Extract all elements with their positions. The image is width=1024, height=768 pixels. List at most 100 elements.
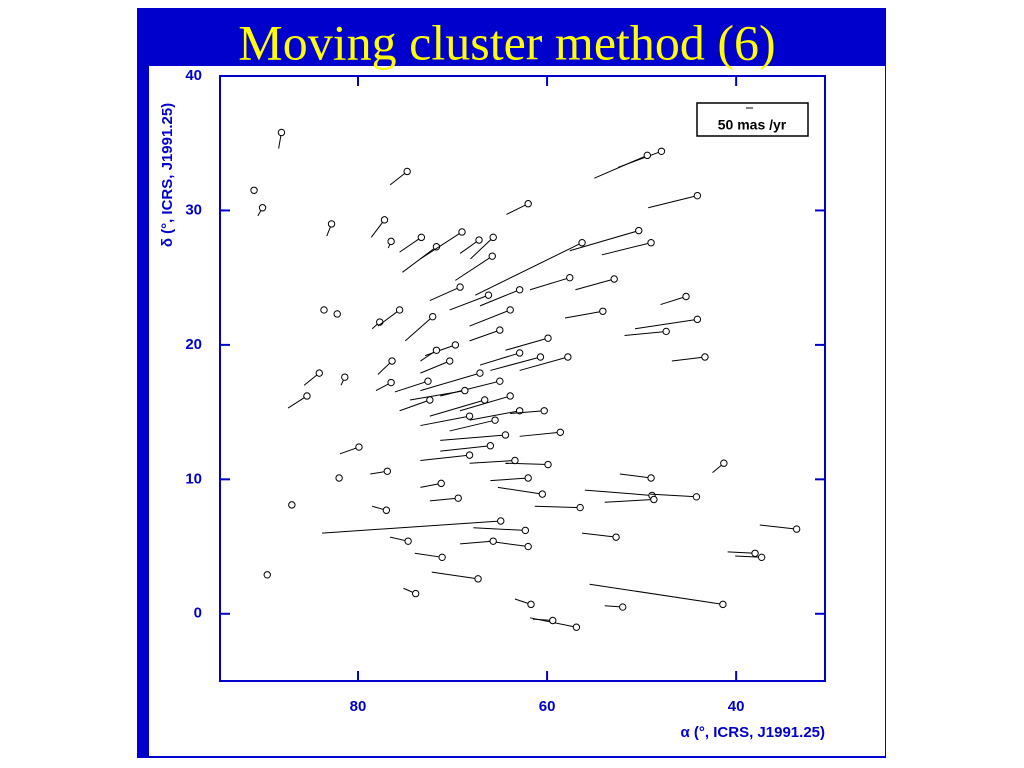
motion-vector	[505, 462, 549, 466]
motion-vector	[424, 344, 456, 357]
motion-vector	[459, 239, 480, 254]
motion-vector	[287, 395, 308, 409]
motion-vector	[650, 493, 697, 498]
star	[303, 392, 311, 400]
star	[693, 315, 702, 324]
star	[465, 412, 474, 420]
star	[566, 273, 574, 282]
star	[476, 369, 484, 377]
motion-vector	[431, 571, 479, 580]
star	[599, 307, 607, 315]
motion-vector	[529, 277, 570, 291]
star	[650, 495, 658, 504]
motion-vector	[469, 410, 520, 421]
motion-vector	[624, 330, 667, 336]
motion-vector	[589, 583, 723, 605]
star	[250, 186, 258, 194]
y-tick-label: 20	[185, 336, 202, 353]
star	[527, 600, 535, 609]
star	[432, 346, 441, 354]
motion-vector	[420, 360, 450, 374]
star	[277, 128, 286, 137]
star	[465, 451, 474, 459]
star	[333, 310, 341, 318]
motion-vector	[469, 329, 500, 342]
motion-vector	[399, 236, 422, 253]
star	[635, 226, 643, 235]
star	[437, 479, 445, 488]
x-axis-label: α (°, ICRS, J1991.25)	[681, 724, 825, 741]
x-tick-label: 60	[539, 698, 556, 715]
motion-vector	[759, 524, 797, 530]
star	[327, 220, 336, 228]
star	[480, 396, 489, 404]
motion-vector	[449, 419, 496, 432]
motion-vector	[671, 356, 706, 362]
star	[446, 357, 454, 365]
motion-vector	[402, 246, 437, 273]
motion-vector	[475, 242, 583, 296]
star	[544, 460, 552, 469]
y-tick-label: 30	[185, 201, 202, 218]
star	[387, 378, 395, 387]
motion-vector	[409, 390, 465, 401]
star	[438, 553, 446, 562]
star	[489, 537, 497, 545]
star	[564, 353, 572, 361]
star	[403, 167, 411, 176]
star	[288, 501, 296, 509]
star	[619, 603, 627, 611]
motion-vector	[440, 434, 506, 441]
motion-vector	[479, 352, 520, 366]
star	[647, 474, 655, 482]
star	[456, 283, 464, 291]
star	[424, 377, 432, 385]
star	[411, 589, 420, 598]
star	[335, 474, 343, 482]
motion-vector	[394, 380, 429, 393]
motion-vector	[604, 499, 654, 503]
star	[417, 233, 426, 242]
star	[341, 373, 349, 381]
star	[720, 459, 728, 467]
star	[320, 306, 328, 314]
star	[701, 353, 709, 361]
motion-vector	[469, 460, 515, 464]
motion-vector	[584, 489, 653, 496]
motion-vector	[460, 540, 494, 545]
motion-vector	[490, 356, 541, 371]
motion-vector	[660, 296, 687, 306]
star	[693, 191, 702, 200]
star	[524, 542, 532, 551]
motion-vector	[594, 154, 648, 179]
star	[657, 147, 666, 155]
motion-vector	[619, 473, 652, 479]
star	[544, 334, 552, 342]
star	[497, 517, 505, 525]
motion-vector	[404, 316, 434, 342]
slide-title: Moving cluster method (6)	[238, 14, 775, 70]
motion-vector	[505, 337, 549, 351]
star	[792, 525, 801, 533]
star	[486, 442, 495, 450]
motion-vector	[420, 454, 470, 462]
star	[458, 228, 466, 236]
star	[612, 533, 620, 541]
star	[474, 575, 482, 583]
star	[506, 392, 514, 400]
star	[426, 396, 434, 404]
motion-vector	[510, 410, 545, 414]
motion-vector	[449, 294, 489, 311]
star	[489, 233, 497, 242]
star	[751, 549, 759, 557]
star	[524, 474, 532, 482]
motion-vector	[581, 532, 617, 538]
motion-vector	[399, 399, 431, 412]
star	[572, 623, 581, 631]
motion-vector	[322, 520, 501, 534]
star	[315, 369, 323, 377]
motion-vector	[601, 242, 652, 256]
motion-vector	[420, 415, 470, 427]
star	[682, 292, 690, 301]
